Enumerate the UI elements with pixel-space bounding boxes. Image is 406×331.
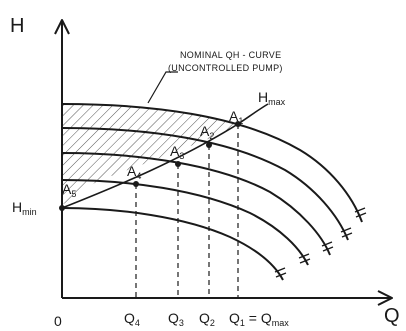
point-a1 [235, 121, 241, 127]
hatched-energy-region [62, 104, 238, 205]
hmin-label: Hmin [12, 199, 37, 217]
point-a3 [175, 161, 181, 167]
point-label-a3: A3 [170, 143, 184, 161]
point-label-a1: A1 [229, 108, 243, 126]
y-axis-label: H [10, 15, 24, 37]
annotation-leader [147, 71, 178, 104]
x-axis-label: Q [384, 305, 400, 327]
qh-curve-3 [61, 152, 331, 256]
operating-points [59, 121, 241, 211]
qh-curves [61, 103, 363, 281]
point-a2 [206, 142, 212, 148]
x-tick-q3: Q3 [168, 310, 184, 328]
point-a5 [59, 205, 65, 211]
dashed-guides [135, 124, 239, 298]
curve-end-marks [274, 207, 367, 278]
qh-curve-2 [61, 127, 349, 241]
axes [54, 19, 393, 306]
annotation-line-1: NOMINAL QH - CURVE [180, 50, 281, 60]
qh-curve-1 [61, 103, 363, 223]
point-label-a2: A2 [200, 123, 214, 141]
x-tick-q4: Q4 [124, 310, 140, 328]
annotation-line-2: (UNCONTROLLED PUMP) [168, 63, 283, 73]
qh-curve-4 [61, 179, 309, 266]
point-label-a4: A4 [127, 163, 141, 181]
point-a4 [133, 181, 139, 187]
hmax-label: Hmax [258, 89, 286, 107]
x-tick-q1-qmax: Q1 = Qmax [229, 310, 289, 328]
point-label-a5: A5 [62, 181, 76, 199]
system-curve [61, 103, 269, 209]
origin-label: 0 [54, 313, 62, 329]
x-tick-q2: Q2 [199, 310, 215, 328]
qh-curve-5 [61, 207, 284, 281]
